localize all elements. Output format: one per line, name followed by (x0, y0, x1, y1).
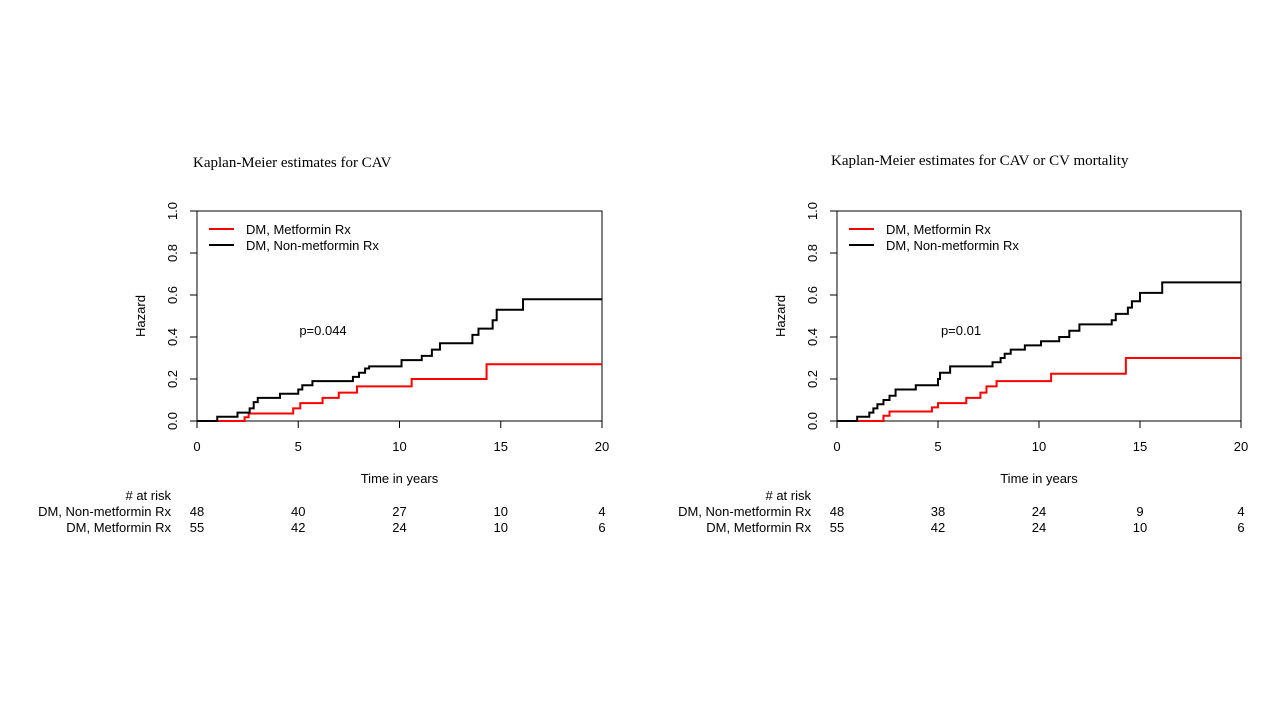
at-risk-row-label: DM, Metformin Rx (66, 520, 171, 535)
x-tick-label: 5 (934, 439, 941, 454)
at-risk-count: 48 (190, 504, 204, 519)
km-chart-2: Kaplan-Meier estimates for CAV or CV mor… (678, 153, 1248, 535)
at-risk-count: 27 (392, 504, 406, 519)
at-risk-count: 10 (1133, 520, 1147, 535)
y-tick-label: 0.6 (165, 286, 180, 304)
at-risk-row-label: DM, Non-metformin Rx (38, 504, 171, 519)
x-tick-label: 15 (494, 439, 508, 454)
y-tick-label: 0.8 (805, 244, 820, 262)
km-chart-1: Kaplan-Meier estimates for CAV 0 5 10 15 20 Ti… (38, 155, 609, 535)
y-tick-label: 0.2 (805, 370, 820, 388)
at-risk-row-label: DM, Metformin Rx (706, 520, 811, 535)
at-risk-count: 55 (190, 520, 204, 535)
x-tick-label: 10 (392, 439, 406, 454)
at-risk-count: 24 (1032, 520, 1046, 535)
series-line-non-metformin (837, 281, 1241, 422)
series-line-metformin (837, 357, 1241, 422)
legend-label: DM, Non-metformin Rx (246, 238, 379, 253)
at-risk-count: 55 (830, 520, 844, 535)
at-risk-count: 42 (291, 520, 305, 535)
x-tick-label: 0 (193, 439, 200, 454)
y-tick-label: 1.0 (165, 202, 180, 220)
y-tick-label: 1.0 (805, 202, 820, 220)
at-risk-count: 10 (494, 520, 508, 535)
x-tick-label: 15 (1133, 439, 1147, 454)
x-tick-label: 0 (833, 439, 840, 454)
at-risk-count: 9 (1136, 504, 1143, 519)
x-tick-label: 20 (595, 439, 609, 454)
at-risk-header: # at risk (125, 488, 171, 503)
at-risk-count: 40 (291, 504, 305, 519)
p-value-annotation: p=0.01 (941, 323, 981, 338)
y-axis-label: Hazard (773, 295, 788, 337)
y-tick-label: 0.8 (165, 244, 180, 262)
legend-label: DM, Metformin Rx (886, 222, 991, 237)
x-axis-label: Time in years (1000, 471, 1078, 486)
chart-title: Kaplan-Meier estimates for CAV (193, 155, 392, 171)
y-tick-label: 0.4 (165, 328, 180, 346)
chart-title: Kaplan-Meier estimates for CAV or CV mor… (831, 153, 1129, 169)
at-risk-count: 6 (598, 520, 605, 535)
at-risk-count: 38 (931, 504, 945, 519)
y-tick-label: 0.0 (165, 412, 180, 430)
series-line-metformin (197, 363, 602, 422)
at-risk-row-label: DM, Non-metformin Rx (678, 504, 811, 519)
at-risk-count: 10 (494, 504, 508, 519)
y-axis-label: Hazard (133, 295, 148, 337)
at-risk-count: 4 (598, 504, 605, 519)
at-risk-count: 42 (931, 520, 945, 535)
y-tick-label: 0.4 (805, 328, 820, 346)
x-axis-label: Time in years (361, 471, 439, 486)
at-risk-count: 24 (1032, 504, 1046, 519)
x-tick-label: 5 (295, 439, 302, 454)
x-tick-label: 20 (1234, 439, 1248, 454)
p-value-annotation: p=0.044 (299, 323, 346, 338)
y-tick-label: 0.0 (805, 412, 820, 430)
legend-label: DM, Metformin Rx (246, 222, 351, 237)
series-line-non-metformin (197, 298, 602, 422)
y-tick-label: 0.2 (165, 370, 180, 388)
at-risk-header: # at risk (765, 488, 811, 503)
at-risk-count: 6 (1237, 520, 1244, 535)
at-risk-count: 48 (830, 504, 844, 519)
at-risk-count: 4 (1237, 504, 1244, 519)
x-tick-label: 10 (1032, 439, 1046, 454)
at-risk-count: 24 (392, 520, 406, 535)
legend-label: DM, Non-metformin Rx (886, 238, 1019, 253)
y-tick-label: 0.6 (805, 286, 820, 304)
